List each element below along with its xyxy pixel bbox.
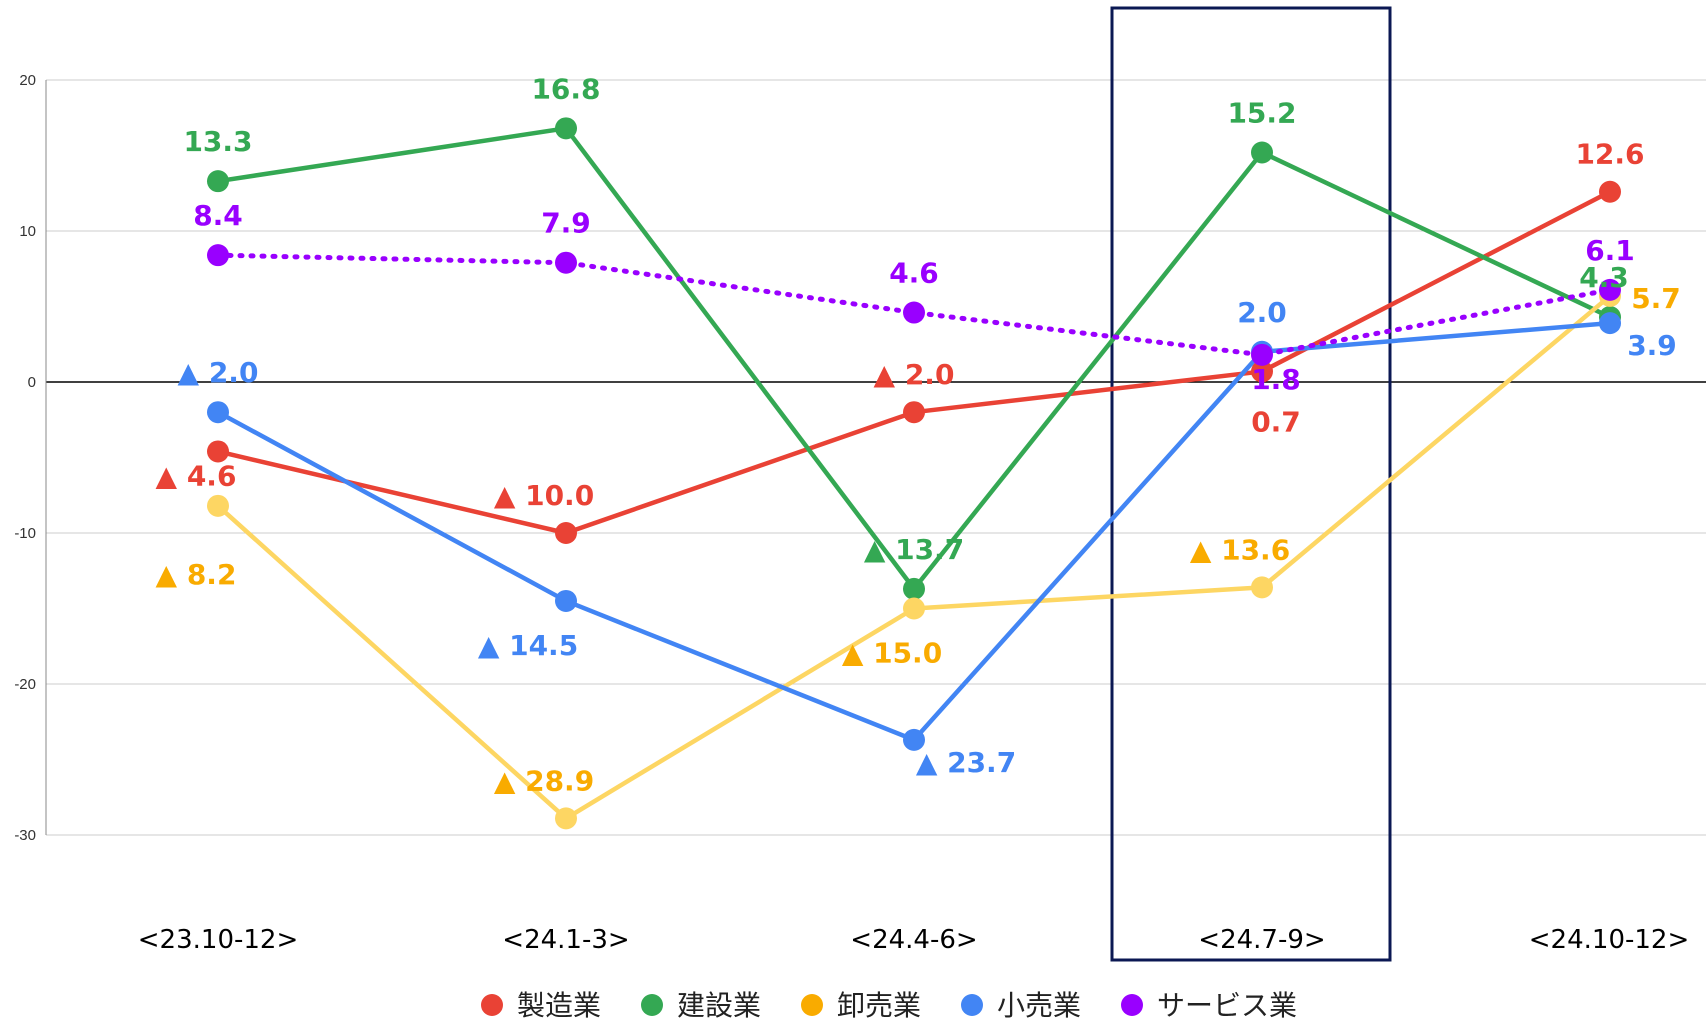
series-line: [215, 252, 1613, 358]
data-label: ▲ 28.9: [494, 764, 594, 797]
data-point: [555, 117, 577, 140]
data-point: [903, 401, 925, 424]
data-point: [555, 589, 577, 612]
data-point: [555, 251, 577, 274]
legend-label: 建設業: [677, 989, 761, 1022]
data-label: 1.8: [1251, 363, 1301, 396]
y-axis: 20 10 0 -10 -20 -30: [14, 72, 47, 844]
data-label: ▲ 13.6: [1190, 533, 1290, 566]
highlight-box: [1110, 6, 1392, 962]
data-label: ▲ 2.0: [178, 356, 259, 389]
data-label: 5.7: [1631, 282, 1681, 315]
data-point: [903, 728, 925, 751]
x-tick-label: <24.10-12>: [1529, 925, 1689, 955]
data-label: 7.9: [541, 207, 591, 240]
data-point: [1599, 278, 1621, 301]
data-point: [1599, 312, 1621, 335]
data-label: 12.6: [1575, 138, 1644, 171]
data-label: 15.2: [1227, 96, 1296, 129]
legend-swatch: [801, 994, 823, 1016]
data-label: ▲ 14.5: [478, 629, 578, 662]
data-label: 2.0: [1237, 296, 1287, 329]
data-point: [1251, 141, 1273, 164]
y-tick-label: 0: [28, 374, 36, 391]
legend-label: 製造業: [517, 989, 601, 1022]
y-tick-label: -10: [14, 525, 36, 542]
legend-label: 小売業: [997, 989, 1081, 1022]
data-label: 4.6: [889, 257, 939, 290]
x-tick-label: <23.10-12>: [138, 925, 298, 955]
data-label: 4.3: [1579, 261, 1629, 294]
legend-label: 卸売業: [837, 989, 921, 1022]
data-point: [207, 244, 229, 267]
data-label: 0.7: [1251, 405, 1301, 438]
x-tick-label: <24.1-3>: [502, 925, 629, 955]
y-tick-label: 20: [19, 72, 36, 89]
legend: 製造業 建設業 卸売業 小売業 サービス業: [481, 989, 1297, 1022]
data-label: 16.8: [531, 72, 600, 105]
data-label: 8.4: [193, 199, 243, 232]
data-point: [207, 401, 229, 424]
data-label: 13.3: [183, 125, 252, 158]
highlight-rect: [1110, 6, 1392, 962]
data-label: ▲ 8.2: [156, 558, 237, 591]
x-tick-label: <24.4-6>: [850, 925, 977, 955]
data-point: [1251, 343, 1273, 366]
legend-swatch: [961, 994, 983, 1016]
legend-label: サービス業: [1157, 989, 1297, 1022]
legend-swatch: [1121, 994, 1143, 1016]
data-point: [903, 597, 925, 620]
data-label: ▲ 23.7: [916, 746, 1016, 779]
data-point: [1251, 360, 1273, 383]
data-label: ▲ 15.0: [842, 637, 942, 670]
data-label: 3.9: [1627, 329, 1677, 362]
data-point: [207, 440, 229, 463]
series-lines: [215, 126, 1613, 821]
data-point: [1599, 180, 1621, 203]
data-point: [903, 577, 925, 600]
data-label: ▲ 4.6: [156, 459, 237, 492]
data-label: ▲ 13.7: [864, 533, 964, 566]
data-point: [1251, 576, 1273, 599]
series-points: [207, 117, 1621, 830]
data-labels: ▲ 4.6 ▲ 10.0 ▲ 2.0 0.7 12.6 13.3 16.8 ▲ 13.7 15.…: [156, 72, 1681, 797]
y-tick-label: 10: [19, 223, 36, 240]
data-point: [555, 522, 577, 544]
data-point: [207, 170, 229, 193]
data-point: [903, 301, 925, 324]
data-label: 6.1: [1585, 234, 1635, 267]
x-axis: <23.10-12> <24.1-3> <24.4-6> <24.7-9> <24.10…: [138, 925, 1689, 955]
gridlines: [46, 79, 1706, 836]
x-tick-label: <24.7-9>: [1198, 925, 1325, 955]
data-label: ▲ 2.0: [874, 358, 955, 391]
data-point: [207, 494, 229, 517]
legend-swatch: [641, 994, 663, 1016]
y-tick-label: -30: [14, 827, 36, 844]
data-label: ▲ 10.0: [494, 479, 594, 512]
data-point: [555, 807, 577, 830]
legend-swatch: [481, 994, 503, 1016]
y-tick-label: -20: [14, 676, 36, 693]
